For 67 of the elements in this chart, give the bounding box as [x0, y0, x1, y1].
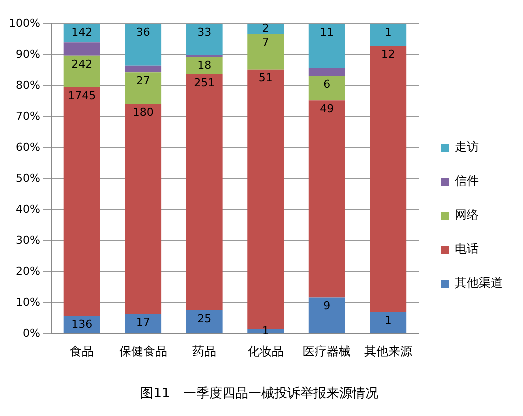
legend-label: 走访 — [455, 140, 479, 154]
bar — [248, 34, 284, 70]
annotation: 51 — [258, 72, 273, 85]
annotation: 18 — [198, 58, 212, 72]
bar — [186, 74, 223, 310]
annotation: 251 — [194, 76, 216, 90]
bar — [186, 57, 223, 75]
bar — [64, 56, 100, 88]
y-tick-label: 70% — [16, 110, 40, 123]
bar — [370, 46, 407, 312]
annotation: 11 — [320, 26, 334, 39]
annotation: 27 — [136, 74, 150, 88]
annotation: 142 — [72, 26, 93, 39]
legend-label: 其他渠道 — [455, 276, 503, 290]
annotation: 33 — [198, 26, 212, 39]
bar — [248, 24, 284, 34]
annotation: 180 — [132, 106, 154, 120]
bar — [125, 66, 162, 73]
bar — [308, 100, 346, 298]
y-tick-label: 30% — [16, 234, 40, 247]
annotation: 17 — [136, 316, 150, 330]
bar — [186, 24, 223, 55]
bar — [125, 104, 162, 314]
x-tick-label: 药品 — [192, 344, 217, 358]
legend-label: 网络 — [455, 208, 479, 222]
y-tick-label: 20% — [16, 264, 40, 278]
annotation: 242 — [72, 58, 93, 71]
annotation: 136 — [72, 318, 93, 332]
x-tick-label: 保健食品 — [119, 344, 168, 358]
legend-label: 信件 — [455, 174, 479, 188]
bar — [370, 24, 407, 46]
annotation: 49 — [320, 102, 334, 116]
x-tick-label: 食品 — [70, 344, 94, 358]
bar — [308, 24, 346, 68]
annotation: 7 — [262, 36, 270, 50]
x-tick-label: 医疗器械 — [303, 344, 352, 358]
bar — [125, 314, 162, 334]
y-tick-label: 60% — [16, 140, 40, 154]
bar — [308, 298, 346, 334]
y-tick-label: 40% — [16, 202, 40, 216]
text: 图11 一季度四品一械投诉举报来源情况 — [140, 386, 378, 402]
y-tick-label: 100% — [8, 16, 40, 30]
bar — [186, 310, 223, 334]
y-tick-label: 0% — [22, 326, 40, 340]
legend-label: 电话 — [455, 242, 479, 256]
x-tick-label: 其他来源 — [364, 344, 412, 358]
bar — [64, 42, 100, 56]
y-tick-label: 50% — [16, 172, 40, 185]
y-tick-label: 80% — [16, 78, 40, 92]
annotation: 1745 — [68, 89, 96, 102]
annotation: 25 — [198, 312, 212, 326]
x-tick-label: 化妆品 — [248, 344, 284, 358]
annotation: 9 — [324, 300, 331, 313]
bar — [125, 72, 162, 104]
bar — [308, 68, 346, 76]
bar — [370, 312, 407, 334]
bar — [64, 88, 100, 316]
annotation: 1 — [384, 314, 392, 327]
annotation: 1 — [384, 26, 392, 39]
bar — [125, 24, 162, 66]
annotation: 36 — [136, 26, 150, 39]
annotation: 2 — [262, 22, 270, 35]
bar — [308, 76, 346, 101]
y-tick-label: 10% — [16, 296, 40, 309]
annotation: 6 — [324, 78, 331, 92]
annotation: 12 — [381, 48, 396, 61]
y-tick-label: 90% — [16, 48, 40, 61]
